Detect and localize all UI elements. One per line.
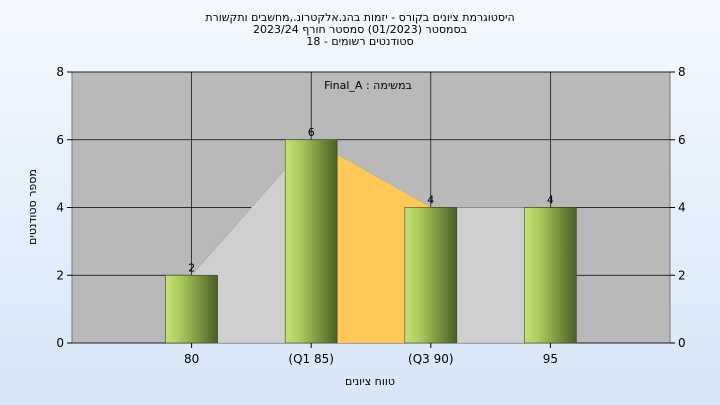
data-label: 6 [308, 126, 315, 139]
data-label: 4 [547, 194, 554, 207]
x-tick-label: 95 [543, 352, 558, 366]
y-tick-label-left: 2 [56, 268, 64, 282]
bar-Q390 [404, 207, 458, 344]
y-tick-label-right: 8 [678, 65, 686, 79]
x-tick-label: (Q1 85) [288, 352, 334, 366]
y-axis-label: מספר סטודנטים [26, 169, 39, 245]
bar-Q185 [284, 139, 338, 344]
chart-title-line-3: סטודנטים רשומים - 18 [306, 35, 414, 48]
data-label: 2 [188, 261, 195, 274]
y-tick-label-left: 8 [56, 65, 64, 79]
x-tick-label: 80 [184, 352, 199, 366]
y-tick-label-right: 6 [678, 133, 686, 147]
chart-title-line-1: היסטוגרמת ציונים בקורס - יזמות בהנ.אלקטר… [205, 11, 515, 24]
x-axis-label: טווח ציונים [345, 375, 395, 388]
bar-95 [524, 207, 577, 344]
y-tick-label-left: 6 [56, 133, 64, 147]
y-tick-label-right: 4 [678, 201, 686, 215]
y-tick-label-right: 0 [678, 336, 686, 350]
y-tick-label-left: 0 [56, 336, 64, 350]
y-tick-label-right: 2 [678, 268, 686, 282]
data-label: 4 [427, 194, 434, 207]
x-tick-label: (Q3 90) [408, 352, 454, 366]
y-tick-label-left: 4 [56, 201, 64, 215]
quartile-range-area [311, 139, 431, 343]
chart-subtitle: Final_A : במשימה [324, 79, 412, 92]
chart-title-line-2: בסמסטר (01/2023) סמסטר חורף 2023/24 [253, 23, 467, 36]
bar-80 [165, 274, 218, 344]
